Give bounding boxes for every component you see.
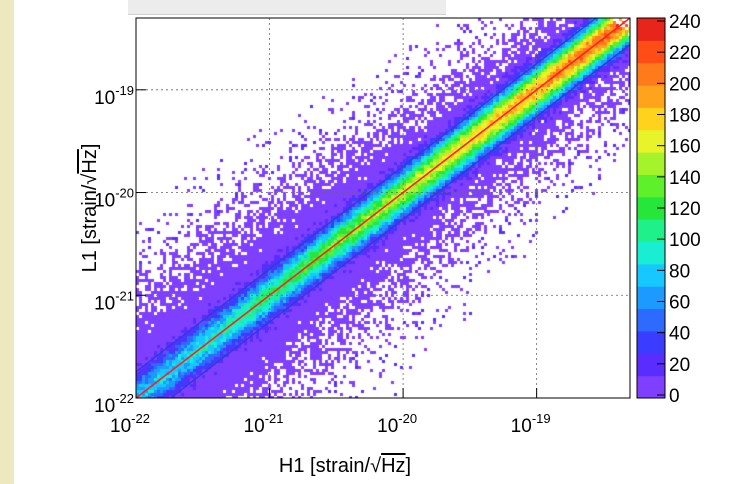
colorbar-swatch: [637, 286, 665, 310]
band-line: [169, 44, 630, 398]
colorbar-swatch: [637, 129, 665, 153]
x-axis-ticks: 10-22 10-21 10-20 10-19: [110, 388, 551, 437]
colorbar-label: 120: [669, 199, 701, 220]
colorbar-swatch: [637, 375, 665, 399]
y-axis-label-suffix: ]: [79, 144, 101, 150]
x-axis-label-suffix: ]: [406, 455, 412, 477]
y-tick-label: 10-20: [94, 186, 134, 212]
colorbar-label: 40: [669, 324, 690, 345]
colorbar-label: 220: [669, 43, 701, 64]
colorbar-swatch: [637, 40, 665, 64]
x-tick-label: 10-19: [511, 411, 551, 437]
colorbar-swatch: [637, 85, 665, 108]
colorbar-label: 0: [669, 386, 680, 407]
y-axis-label-text: L1 [strain/√Hz]: [79, 144, 101, 273]
colorbar-swatch: [637, 62, 665, 86]
band-line: [136, 18, 597, 373]
colorbar-swatch: [637, 152, 665, 175]
tick-exponent: -21: [265, 411, 284, 426]
tick-mantissa: 10: [244, 416, 265, 437]
tick-exponent: -19: [532, 411, 551, 426]
tick-mantissa: 10: [94, 396, 115, 417]
y-axis-label-sqrt-sign: √: [79, 174, 101, 185]
colorbar-swatch: [637, 18, 665, 41]
colorbar-label: 100: [669, 230, 701, 251]
title-box: [128, 0, 446, 15]
y-tick-label: 10-21: [94, 288, 134, 314]
y-axis-label: L1 [strain/√Hz]: [79, 144, 101, 273]
grid-lines: [136, 18, 630, 398]
x-axis-label-prefix: H1 [strain/: [279, 455, 371, 477]
x-tick-label: 10-20: [377, 411, 417, 437]
colorbar-swatch: [637, 196, 665, 220]
axis-labels: H1 [strain/√Hz]L1 [strain/√Hz]: [79, 144, 411, 477]
colorbar-swatch: [637, 174, 665, 198]
fit-line: [136, 18, 630, 398]
colorbar-label: 20: [669, 355, 690, 376]
x-tick-label: 10-22: [110, 411, 150, 437]
x-axis-label-sqrt-sign: √: [370, 455, 381, 477]
colorbar-label: 140: [669, 168, 701, 189]
colorbar-label: 60: [669, 293, 690, 314]
tick-exponent: -22: [115, 391, 134, 406]
y-axis-label-prefix: L1 [strain/: [79, 184, 101, 272]
tick-mantissa: 10: [94, 293, 115, 314]
colorbar-swatch: [637, 241, 665, 265]
tick-exponent: -20: [115, 186, 134, 201]
y-tick-label: 10-19: [94, 83, 134, 109]
fit-lines: [136, 18, 630, 398]
tick-mantissa: 10: [511, 416, 532, 437]
colorbar-swatch: [637, 263, 665, 287]
left-border-strip: [0, 0, 14, 484]
colorbar-swatch: [637, 353, 665, 377]
plot-frame: [135, 17, 631, 399]
colorbar-swatch: [637, 308, 665, 332]
tick-exponent: -22: [131, 411, 150, 426]
colorbar-label: 180: [669, 106, 701, 127]
colorbar-swatch: [637, 330, 665, 354]
tick-mantissa: 10: [94, 191, 115, 212]
tick-mantissa: 10: [94, 88, 115, 109]
colorbar-swatch: [637, 107, 665, 131]
colorbar-label: 200: [669, 74, 701, 95]
y-axis-label-sqrt-content: Hz: [79, 149, 101, 173]
tick-exponent: -19: [115, 83, 134, 98]
y-tick-label: 10-22: [94, 391, 134, 417]
colorbar-label: 240: [669, 12, 701, 33]
x-axis-label-sqrt-content: Hz: [381, 455, 405, 477]
tick-exponent: -21: [115, 288, 134, 303]
tick-mantissa: 10: [377, 416, 398, 437]
colorbar-label: 160: [669, 137, 701, 158]
x-axis-label: H1 [strain/√Hz]: [279, 455, 411, 477]
tick-mantissa: 10: [110, 416, 131, 437]
colorbar-label: 80: [669, 261, 690, 282]
x-axis-label-text: H1 [strain/√Hz]: [279, 455, 411, 477]
tick-exponent: -20: [398, 411, 417, 426]
x-tick-label: 10-21: [244, 411, 284, 437]
colorbar-swatch: [637, 219, 665, 243]
